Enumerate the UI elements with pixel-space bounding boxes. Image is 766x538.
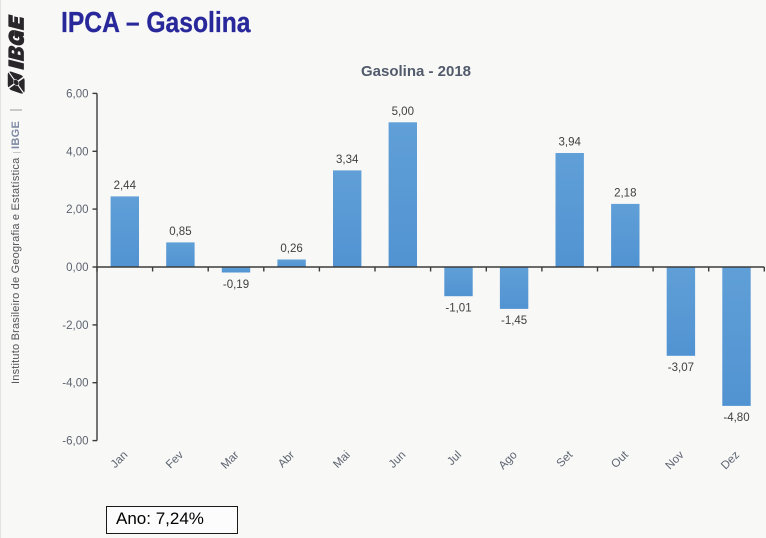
svg-text:-4,00: -4,00 xyxy=(62,378,88,390)
svg-text:-6,00: -6,00 xyxy=(62,436,88,448)
svg-text:2,00: 2,00 xyxy=(66,204,88,216)
svg-text:-1,45: -1,45 xyxy=(501,315,527,327)
svg-text:-3,07: -3,07 xyxy=(668,362,694,374)
svg-text:-2,00: -2,00 xyxy=(62,320,88,332)
svg-text:Abr: Abr xyxy=(276,449,297,470)
svg-text:4,00: 4,00 xyxy=(66,146,88,158)
svg-text:Fev: Fev xyxy=(164,449,186,471)
svg-text:2,18: 2,18 xyxy=(614,188,636,200)
svg-text:Mai: Mai xyxy=(331,449,353,471)
svg-text:Jan: Jan xyxy=(109,449,131,471)
svg-text:Out: Out xyxy=(609,449,631,471)
svg-text:3,34: 3,34 xyxy=(336,154,359,166)
svg-text:-1,01: -1,01 xyxy=(445,303,471,315)
svg-text:Set: Set xyxy=(555,449,576,470)
svg-text:2,44: 2,44 xyxy=(114,180,137,192)
svg-text:Jun: Jun xyxy=(387,449,409,471)
svg-text:Gasolina - 2018: Gasolina - 2018 xyxy=(361,63,471,80)
svg-text:-4,80: -4,80 xyxy=(723,412,749,424)
svg-text:6,00: 6,00 xyxy=(66,88,88,100)
svg-text:Ago: Ago xyxy=(497,449,520,472)
svg-text:Dez: Dez xyxy=(719,449,742,472)
svg-text:0,00: 0,00 xyxy=(66,262,88,274)
svg-text:0,26: 0,26 xyxy=(280,243,302,255)
svg-text:5,00: 5,00 xyxy=(392,106,414,118)
svg-text:-0,19: -0,19 xyxy=(223,279,249,291)
svg-text:Mar: Mar xyxy=(219,449,242,472)
svg-text:Nov: Nov xyxy=(664,449,687,472)
svg-text:Jul: Jul xyxy=(445,449,464,468)
svg-text:3,94: 3,94 xyxy=(559,137,582,149)
svg-text:0,85: 0,85 xyxy=(169,226,191,238)
